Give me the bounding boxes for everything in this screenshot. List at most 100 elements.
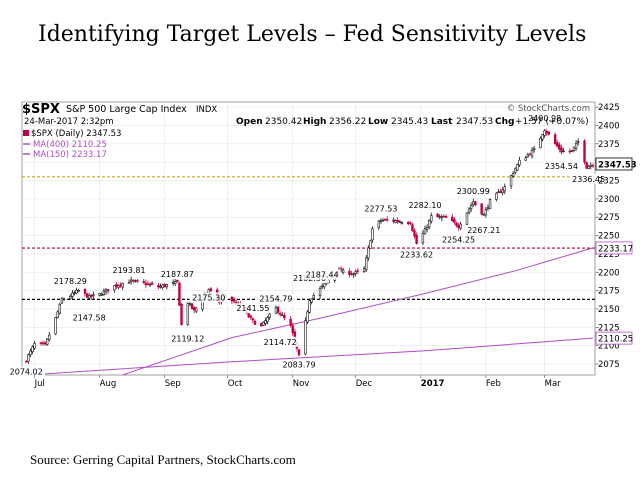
candle-body [159,285,162,288]
candle-body [127,282,131,284]
candle-body [251,318,255,321]
y-tick-label: 2300 [598,195,620,205]
candle-body [526,154,530,158]
x-tick-label: Oct [228,379,243,389]
open-label: Open [236,117,263,127]
candle-body [83,288,87,294]
x-tick-label: Mar [545,379,562,389]
candle-body [142,281,145,283]
annotation-bg [361,203,401,214]
y-tick-label: 2325 [598,177,620,187]
last-value: 2347.53 [456,117,493,127]
high-label: High [303,117,326,127]
x-tick-label: Aug [100,379,117,389]
candle-body [568,150,572,153]
legend-swatch-price [23,130,29,136]
ma-value-label: 2233.17 [598,244,633,254]
candle-body [455,222,458,227]
candle-body [518,159,521,166]
candle-body [230,296,234,302]
y-tick-label: 2125 [598,323,620,333]
annotation-label: 2187.87 [161,270,194,279]
legend-ma150: MA(150) 2233.17 [33,150,107,160]
ma150-line [122,247,594,376]
candle-body [415,234,418,244]
stockcharts-brand: © StockCharts.com [507,104,590,114]
candle-body [350,273,353,275]
candle-body [495,193,498,200]
y-tick-label: 2075 [598,360,620,370]
candle-body [511,173,515,177]
candle-body [121,282,124,288]
candle-body [62,298,66,300]
candle-body [377,220,381,229]
source-note: Source: Gerring Capital Partners, StockC… [30,452,296,467]
candle-body [371,228,374,241]
annotation-label: 2233.62 [400,251,433,260]
legend: $SPX (Daily) 2347.53 MA(400) 2110.25 MA(… [23,129,121,160]
candle-body [136,280,139,282]
candle-body [115,284,118,287]
y-tick-label: 2225 [598,250,620,260]
annotation-bg [70,312,109,323]
symbol-text: $SPX [22,102,60,117]
annotation-bg [158,269,197,280]
candle-body [532,147,536,150]
candle-body [253,320,257,325]
x-tick-label: Sep [165,379,181,389]
candle-body [178,282,181,306]
candle-body [379,220,383,222]
candle-body [486,207,490,209]
candle-body [39,342,43,344]
candle-body [585,161,588,169]
chg-label: Chg [495,117,514,127]
chart-frame [21,101,596,376]
candle-body [268,313,271,318]
annotation-bg [261,336,300,347]
candle-body [467,208,471,213]
annotation-bg [464,224,503,235]
candle-body [264,320,267,324]
candle-body [545,130,548,134]
chart-date: 24-Mar-2017 2:32pm [24,117,114,127]
legend-price: $SPX (Daily) 2347.53 [31,129,121,139]
low-label: Low [368,117,388,127]
annotation-bg [233,303,273,314]
last-price-label: 2347.53 [598,160,637,170]
candle-body [574,142,578,149]
candle-body [396,219,399,223]
candle-body [56,311,59,318]
candle-body [58,303,61,314]
candle-body [457,225,460,228]
candle-body [348,270,351,276]
candle-body [423,228,427,235]
horizontal-levels [22,176,595,301]
candle-body [383,219,387,221]
candle-body [469,205,473,209]
annotation-label: 2267.21 [467,226,500,235]
annotation-label: 2147.58 [73,314,106,323]
candle-body [119,284,122,286]
candle-body [289,318,292,326]
x-tick-label: Feb [486,379,501,389]
candle-body [266,317,269,322]
last-label: Last [431,117,453,127]
candle-body [48,334,51,340]
candle-body [465,212,469,226]
y-tick-label: 2400 [598,121,620,131]
candle-body [186,303,190,325]
candle-body [188,303,192,305]
candle-body [442,216,446,218]
candle-body [176,279,179,283]
annotation-bg [405,200,445,211]
x-tick-label: Dec [356,379,373,389]
x-tick-label: Nov [293,379,310,389]
candle-body [484,209,488,216]
open-value: 2350.42 [265,117,302,127]
candle-body [100,294,103,296]
candle-body [134,280,137,282]
candle-body [392,219,395,222]
candle-body [543,130,546,136]
annotation-label: 2175.30 [192,293,225,302]
candle-body [421,232,425,244]
